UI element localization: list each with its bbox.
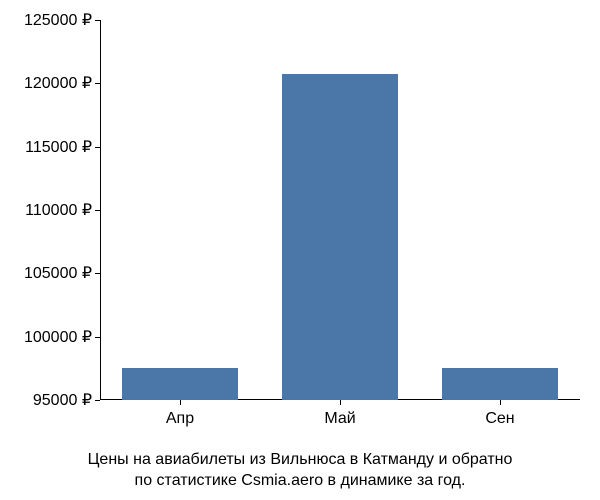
- caption-line-2: по статистике Csmia.aero в динамике за г…: [135, 472, 466, 489]
- y-tick-label: 95000 ₽: [33, 390, 100, 410]
- x-tick-label: Май: [324, 400, 355, 428]
- bar: [122, 368, 237, 400]
- y-axis: [100, 20, 101, 400]
- y-tick-label: 125000 ₽: [24, 10, 100, 30]
- chart-caption: Цены на авиабилеты из Вильнюса в Катманд…: [0, 449, 600, 492]
- y-tick-label: 110000 ₽: [25, 200, 100, 220]
- caption-line-1: Цены на авиабилеты из Вильнюса в Катманд…: [88, 451, 513, 468]
- x-tick-label: Сен: [485, 400, 514, 428]
- x-tick-label: Апр: [166, 400, 194, 428]
- plot-area: 95000 ₽100000 ₽105000 ₽110000 ₽115000 ₽1…: [100, 20, 580, 400]
- bar: [282, 74, 397, 400]
- bar: [442, 368, 557, 400]
- y-tick-label: 100000 ₽: [24, 327, 100, 347]
- y-tick-label: 115000 ₽: [25, 137, 100, 157]
- price-chart: 95000 ₽ 100000 ₽ 105000 ₽ 110000 ₽ 115000 ₽ 1…: [0, 0, 600, 500]
- y-tick-label: 105000 ₽: [24, 263, 100, 283]
- y-tick-label: 120000 ₽: [24, 73, 100, 93]
